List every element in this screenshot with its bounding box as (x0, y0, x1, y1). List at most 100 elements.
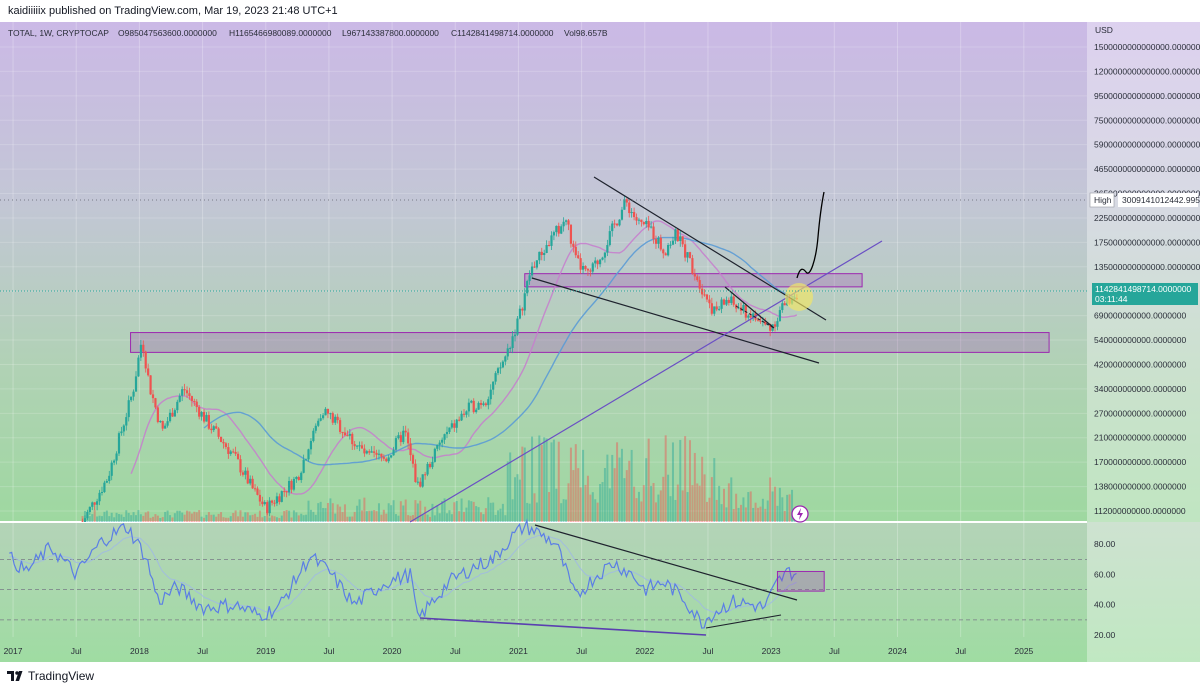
volume-bar (718, 485, 721, 522)
volume-bar (774, 486, 777, 522)
volume-bar (514, 477, 517, 522)
volume-bar (125, 510, 128, 522)
candle-body (623, 199, 626, 210)
projection-path[interactable] (796, 191, 825, 279)
volume-bar (499, 508, 502, 522)
candle-body (676, 229, 679, 242)
volume-bar (266, 510, 269, 522)
candle-body (521, 308, 524, 311)
price-tick-label: 420000000000.0000000 (1094, 359, 1186, 369)
volume-bar (329, 498, 332, 522)
volume-bar (438, 513, 441, 522)
candle-body (564, 220, 568, 222)
candle-body (164, 425, 167, 429)
volume-bar (137, 510, 140, 522)
volume-bar (351, 516, 354, 522)
footer: TradingView (0, 664, 1200, 690)
volume-bar (681, 490, 684, 522)
candle-body (482, 403, 485, 405)
candle-body (91, 502, 94, 507)
currency-label: USD (1095, 25, 1113, 35)
candle-body (273, 502, 276, 504)
resistance-zone[interactable] (524, 273, 863, 288)
candle-body (496, 368, 500, 374)
volume-bar (788, 494, 791, 522)
candle-body (144, 351, 147, 369)
wedge-lower-line[interactable] (735, 305, 775, 329)
volume-bar (377, 503, 380, 522)
candle-body (516, 318, 519, 335)
volume-bar (569, 447, 572, 522)
candle-body (222, 441, 225, 444)
breakout-highlight[interactable] (785, 283, 813, 311)
volume-bar (241, 516, 244, 522)
volume-bar (416, 503, 419, 522)
price-tick-label: 210000000000.0000000 (1094, 433, 1186, 443)
candle-body (232, 451, 235, 453)
candle-body (134, 376, 138, 392)
volume-bar (596, 502, 599, 522)
time-tick-label: Jul (450, 646, 461, 656)
candle-body (467, 402, 470, 412)
legend-symbol: TOTAL, 1W, CRYPTOCAP (8, 28, 109, 38)
volume-bar (472, 501, 475, 522)
volume-bar (443, 498, 446, 522)
volume-bar (88, 516, 91, 522)
volume-bar (761, 498, 764, 522)
volume-bar (625, 470, 628, 522)
candle-body (300, 472, 303, 481)
volume-bar (353, 511, 356, 522)
volume-bar (667, 474, 670, 522)
candle-body (703, 294, 706, 296)
candle-body (674, 229, 677, 241)
candle-body (88, 506, 91, 512)
price-chart[interactable]: TOTAL, 1W, CRYPTOCAP O985047563600.00000… (0, 22, 1200, 662)
candle-body (198, 407, 201, 417)
volume-bar (501, 503, 504, 522)
lightning-icon[interactable] (791, 505, 809, 523)
volume-bar (154, 514, 157, 522)
volume-bar (363, 497, 366, 522)
volume-bar (385, 513, 388, 522)
volume-bar (565, 499, 568, 522)
candle-body (458, 419, 461, 421)
rsi-box[interactable] (776, 570, 825, 592)
lower-channel-line[interactable] (531, 277, 820, 364)
candle-body (275, 496, 279, 504)
candle-body (402, 430, 405, 443)
candle-body (613, 223, 616, 225)
candle-body (669, 244, 672, 246)
volume-bar (652, 482, 655, 522)
rsi-axis[interactable]: 80.00 60.00 40.00 20.00 (1094, 539, 1116, 640)
volume-bar (113, 517, 116, 522)
rsi-downtrend-line[interactable] (534, 524, 798, 601)
volume-bar (275, 517, 278, 522)
volume-bar (309, 509, 312, 522)
candle-body (727, 299, 730, 303)
volume-bar (334, 513, 337, 522)
volume-bar (312, 511, 315, 522)
candle-body (173, 410, 176, 417)
candle-body (368, 451, 371, 453)
rsi-lower-trend-line[interactable] (419, 617, 707, 636)
volume-bar (470, 501, 473, 522)
wedge-upper-line[interactable] (724, 286, 775, 329)
volume-bar (754, 502, 757, 522)
volume-bar (757, 507, 760, 522)
candle-body (722, 299, 726, 305)
price-axis[interactable]: USD 1500000000000000.0000000 120000000000… (1094, 25, 1200, 516)
candle-body (258, 494, 262, 502)
time-axis[interactable]: 2017 Jul 2018 Jul 2019 Jul 2020 Jul 2021 Jul 2022 J… (4, 646, 1034, 656)
candle-body (696, 276, 699, 281)
volume-bar (246, 512, 249, 522)
support-zone[interactable] (130, 332, 1050, 353)
candle-body (530, 266, 534, 276)
volume-bar (691, 485, 694, 522)
rsi-higher-low-line[interactable] (705, 614, 782, 629)
volume-bar (669, 496, 672, 522)
candle-body (705, 294, 709, 300)
volume-bar (322, 507, 325, 522)
candle-body (710, 303, 713, 314)
volume-bar (616, 442, 619, 522)
candle-body (462, 413, 466, 415)
